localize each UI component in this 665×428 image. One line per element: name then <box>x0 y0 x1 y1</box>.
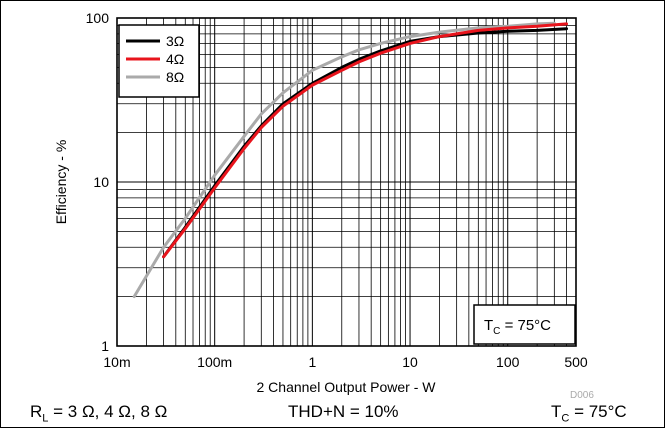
rl-value: = 3 Ω, 4 Ω, 8 Ω <box>48 402 168 421</box>
series-line <box>162 22 568 259</box>
efficiency-chart: 10m 100m 1 10 100 500 1 10 100 2 Channel Output … <box>53 10 594 400</box>
plot-frame <box>116 17 577 347</box>
x-tick-label: 100m <box>197 354 232 370</box>
rl-subscript: L <box>42 412 49 425</box>
temperature-box: TC = 75°C <box>473 304 576 345</box>
tc-value: = 75°C <box>569 402 627 421</box>
legend-label: 8Ω <box>166 69 184 85</box>
x-tick-label: 100 <box>496 354 520 370</box>
footer-thd: THD+N = 10% <box>288 402 399 422</box>
y-tick-label: 10 <box>93 174 109 190</box>
y-tick-label: 1 <box>101 338 109 354</box>
legend-box <box>118 24 200 98</box>
legend-label: 3Ω <box>166 33 184 49</box>
tc-subscript: C <box>561 412 570 425</box>
y-tick-label: 100 <box>86 10 110 26</box>
series-line <box>132 21 556 299</box>
x-tick-label: 10 <box>402 354 418 370</box>
legend: 3Ω 4Ω 8Ω <box>118 24 200 98</box>
series-lines <box>132 21 568 299</box>
temperature-box-frame <box>473 304 576 345</box>
rl-symbol: R <box>30 402 43 421</box>
legend-label: 4Ω <box>166 51 184 67</box>
temperature-box-label: TC = 75°C <box>484 317 551 337</box>
x-tick-label: 10m <box>103 354 130 370</box>
figure-id: D006 <box>570 390 594 400</box>
footer-rl: RL = 3 Ω, 4 Ω, 8 Ω <box>30 402 167 424</box>
x-axis-label: 2 Channel Output Power - W <box>257 379 437 395</box>
x-tick-label: 1 <box>308 354 316 370</box>
tick-labels: 10m 100m 1 10 100 500 1 10 100 <box>86 10 588 370</box>
y-axis-label: Efficiency - % <box>53 140 69 225</box>
footer-tc: TC = 75°C <box>551 402 627 424</box>
thd-value: THD+N = 10% <box>288 402 399 421</box>
x-tick-label: 500 <box>564 354 588 370</box>
tc-symbol: T <box>551 402 562 421</box>
